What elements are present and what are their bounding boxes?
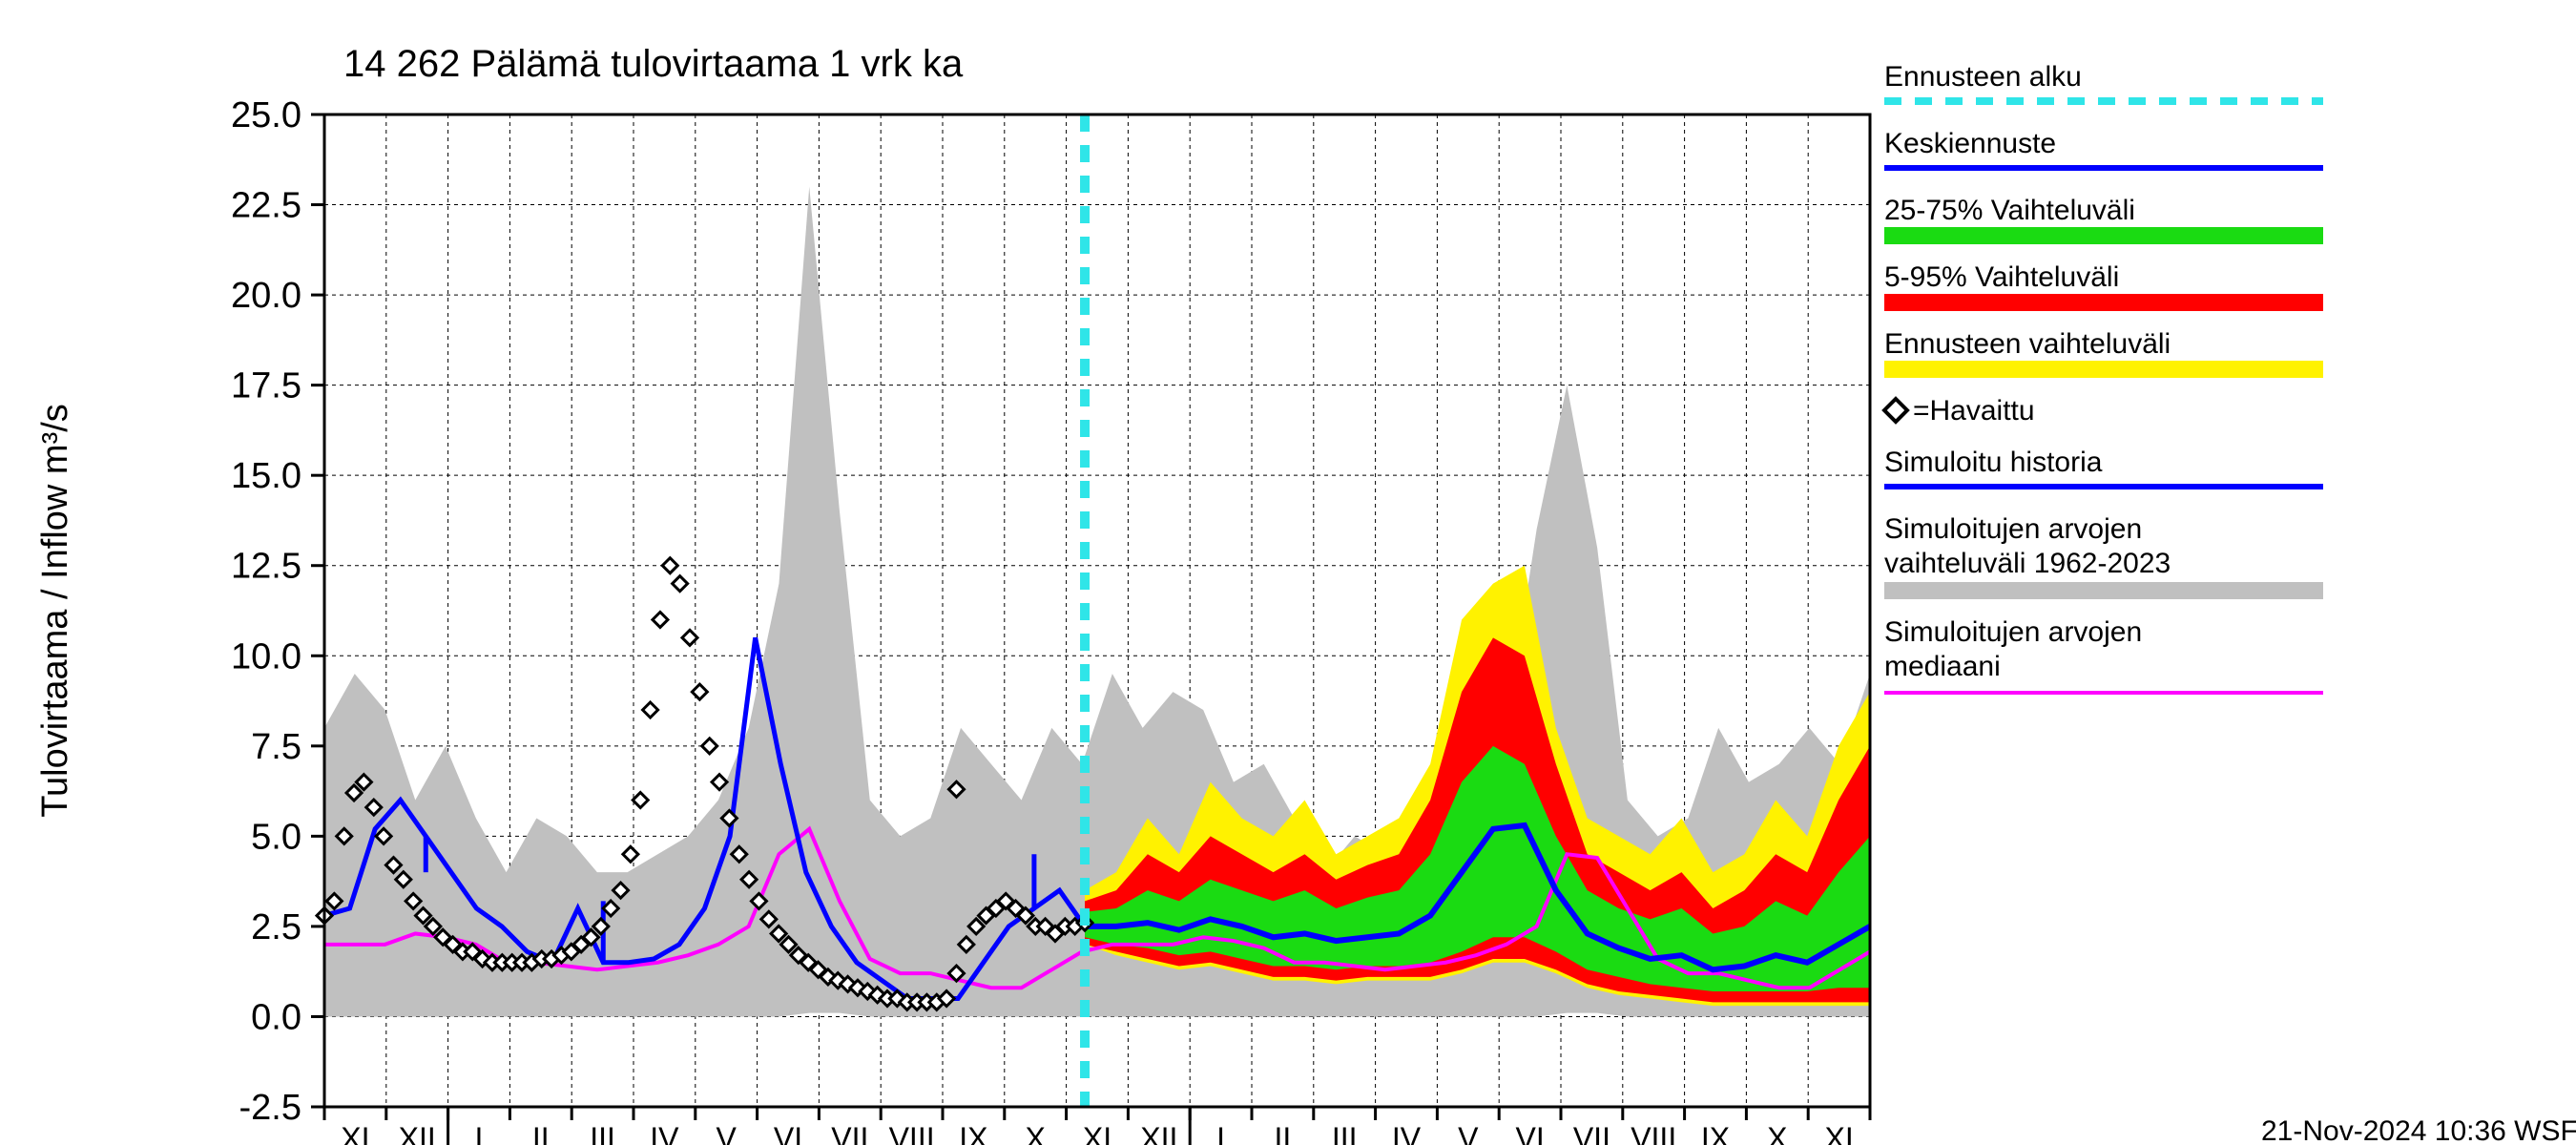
month-label: X (1026, 1121, 1046, 1145)
legend-band-icon (1884, 294, 2323, 311)
month-label: IX (959, 1121, 987, 1145)
month-label: XI (1083, 1121, 1111, 1145)
month-label: XII (1140, 1121, 1177, 1145)
chart-svg: -2.5 0.0 2.5 5.0 7.5 10.0 12.5 15.0 17.5 20.0 22.5… (0, 0, 2576, 1145)
ytick-label: 15.0 (231, 456, 301, 496)
month-label: VII (1573, 1121, 1610, 1145)
month-label: VI (1515, 1121, 1544, 1145)
legend-label: Simuloitujen arvojen (1884, 616, 2142, 648)
month-label: VI (774, 1121, 802, 1145)
month-label: V (1458, 1121, 1479, 1145)
legend-label: 25-75% Vaihteluväli (1884, 195, 2135, 226)
ytick-label: 7.5 (251, 727, 301, 767)
month-label: I (1216, 1121, 1225, 1145)
month-label: IV (1392, 1121, 1422, 1145)
legend-label: vaihteluväli 1962-2023 (1884, 548, 2171, 579)
legend-band-icon (1884, 582, 2323, 599)
chart-title: 14 262 Pälämä tulovirtaama 1 vrk ka (343, 43, 964, 85)
month-label: VIII (889, 1121, 935, 1145)
month-label: I (475, 1121, 484, 1145)
legend-label: Simuloitujen arvojen (1884, 513, 2142, 545)
legend-marker-icon (1884, 399, 1907, 422)
legend-band-icon (1884, 227, 2323, 244)
month-label: VII (831, 1121, 868, 1145)
ytick-label: 2.5 (251, 907, 301, 947)
chart-container: -2.5 0.0 2.5 5.0 7.5 10.0 12.5 15.0 17.5 20.0 22.5… (0, 0, 2576, 1145)
ytick-label: 17.5 (231, 366, 301, 406)
month-label: VIII (1631, 1121, 1676, 1145)
y-axis-label: Tulovirtaama / Inflow m³/s (35, 404, 75, 818)
month-label: II (1275, 1121, 1292, 1145)
ytick-label: -2.5 (239, 1088, 301, 1128)
month-label: XI (341, 1121, 369, 1145)
ytick-label: 5.0 (251, 817, 301, 857)
month-label: XI (1824, 1121, 1853, 1145)
legend-label: =Havaittu (1913, 395, 2035, 427)
month-label: V (717, 1121, 737, 1145)
month-label: XII (399, 1121, 436, 1145)
month-label: III (590, 1121, 615, 1145)
legend-band-icon (1884, 361, 2323, 378)
legend-label: Simuloitu historia (1884, 447, 2103, 478)
month-label: II (532, 1121, 550, 1145)
ytick-label: 10.0 (231, 636, 301, 677)
legend-label: Ennusteen alku (1884, 61, 2082, 93)
ytick-label: 25.0 (231, 95, 301, 135)
legend-label: Keskiennuste (1884, 128, 2056, 159)
month-label: IX (1701, 1121, 1730, 1145)
month-label: III (1332, 1121, 1358, 1145)
footer-timestamp: 21-Nov-2024 10:36 WSFS-O (2261, 1115, 2576, 1145)
month-label: X (1767, 1121, 1787, 1145)
ytick-label: 0.0 (251, 997, 301, 1037)
ytick-label: 20.0 (231, 276, 301, 316)
ytick-label: 22.5 (231, 186, 301, 226)
legend-label: 5-95% Vaihteluväli (1884, 261, 2119, 293)
month-label: IV (650, 1121, 679, 1145)
legend-label: mediaani (1884, 651, 2001, 682)
legend-label: Ennusteen vaihteluväli (1884, 328, 2171, 360)
ytick-label: 12.5 (231, 547, 301, 587)
